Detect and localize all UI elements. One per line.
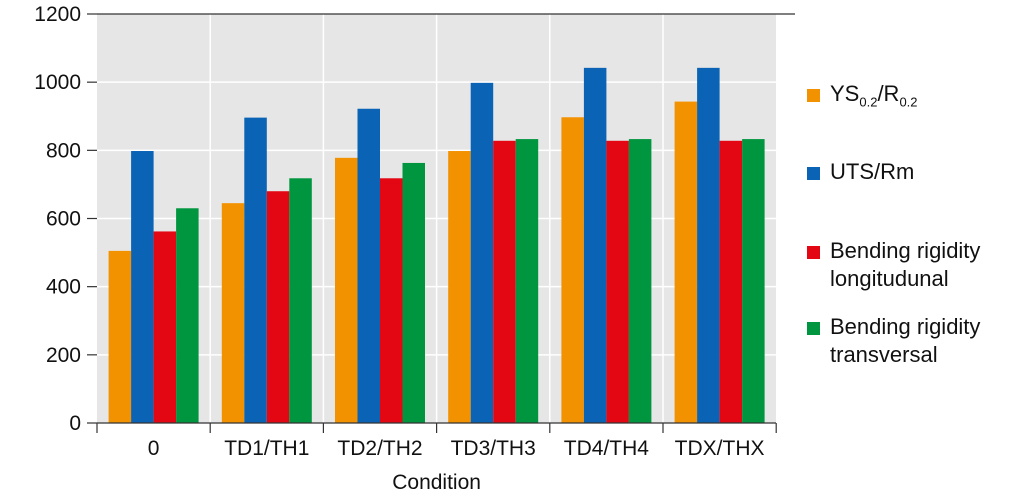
bar (606, 140, 629, 424)
x-tick-label: TD4/TH4 (564, 437, 650, 460)
x-tick-label: 0 (148, 437, 160, 460)
legend-item-bending-longitudinal: Bending rigidity longitudunal (807, 237, 980, 293)
y-tick-label: 400 (46, 276, 81, 299)
axes (87, 13, 795, 433)
bar (493, 140, 516, 424)
bar (402, 162, 425, 424)
x-tick-label: TDX/THX (675, 437, 765, 460)
legend-item-bending-transversal: Bending rigidity transversal (807, 313, 980, 369)
bar (244, 117, 267, 423)
legend-swatch-ys (807, 89, 820, 102)
bar (108, 250, 132, 423)
legend-label-bending-transversal: Bending rigidity transversal (830, 314, 981, 367)
bar (176, 208, 199, 423)
bar (628, 139, 652, 424)
bar (697, 67, 720, 423)
y-tick-label: 800 (46, 139, 81, 162)
legend-swatch-bending-transversal (807, 322, 820, 335)
y-tick-label: 600 (46, 208, 81, 231)
y-tick-label: 200 (46, 344, 81, 367)
bar (470, 82, 494, 424)
bar (674, 101, 698, 423)
y-axis-tick-labels: 0 200 400 600 800 1000 1200 (34, 3, 81, 435)
bar (448, 151, 471, 423)
y-tick-label: 1000 (34, 71, 81, 94)
bar (289, 178, 312, 423)
legend-item-ys: YS0.2/R0.2 (807, 80, 918, 116)
bars (108, 67, 765, 424)
bar (742, 139, 765, 424)
x-axis-title: Condition (392, 471, 481, 494)
bar-chart: 0 200 400 600 800 1000 1200 0 TD1/TH1 TD2/TH2 TD3… (34, 3, 795, 494)
legend-label-ys: YS0.2/R0.2 (830, 81, 918, 110)
bar (335, 157, 358, 423)
y-tick-label: 0 (69, 412, 81, 435)
bar (583, 67, 607, 423)
bar (131, 151, 154, 423)
legend-swatch-bending-longitudinal (807, 246, 820, 259)
x-tick-label: TD3/TH3 (451, 437, 536, 460)
bar (380, 178, 403, 423)
x-tick-label: TD1/TH1 (224, 437, 309, 460)
legend-swatch-uts (807, 167, 820, 180)
bar (561, 117, 584, 424)
y-tick-label: 1200 (34, 3, 81, 26)
bar (515, 139, 539, 424)
bar (357, 108, 380, 424)
x-tick-label: TD2/TH2 (337, 437, 422, 460)
legend-item-uts: UTS/Rm (807, 158, 914, 186)
bar (153, 231, 177, 423)
x-axis-tick-labels: 0 TD1/TH1 TD2/TH2 TD3/TH3 TD4/TH4 TDX/THX (148, 437, 765, 460)
legend-label-uts: UTS/Rm (830, 159, 915, 184)
gridlines (97, 14, 776, 423)
legend-label-bending-longitudinal: Bending rigidity longitudunal (830, 238, 981, 291)
bar (266, 191, 290, 423)
bar (719, 140, 743, 424)
bar (221, 203, 245, 423)
